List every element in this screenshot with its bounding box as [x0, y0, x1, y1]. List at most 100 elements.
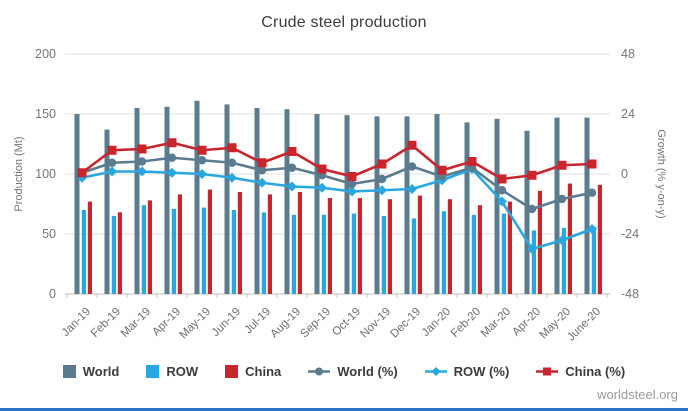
y-tick-label-left: 100 [35, 167, 56, 181]
x-tick-label: Nov-19 [358, 306, 393, 341]
bar-row-Mar-19 [141, 205, 146, 294]
legend-label: China [245, 364, 282, 379]
legend-label: ROW [166, 364, 199, 379]
x-tick-label: Dec-19 [388, 306, 423, 341]
marker-world-Apr-19 [167, 153, 177, 162]
chart-plot-area: 0 50 100 150 200 -48 -24 0 24 48 Jan-19Feb-19Mar-1… [35, 47, 639, 344]
chart-legend: World ROW China World (%) ROW (%) China … [0, 364, 688, 379]
bar-china-Jul-19 [267, 194, 272, 294]
marker-china-Feb-19 [107, 145, 117, 155]
marker-row-Apr-20 [527, 244, 537, 254]
bar-world-Apr-19 [164, 106, 170, 294]
bar-china-May-20 [567, 183, 572, 294]
marker-world-Jul-19 [257, 166, 267, 175]
bar-world-Jan-20 [434, 114, 440, 294]
bar-row-Apr-20 [531, 230, 536, 294]
bar-row-May-19 [201, 207, 206, 294]
bar-china-Sep-19 [327, 198, 332, 294]
bar-china-Nov-19 [387, 199, 392, 294]
marker-china-Sep-19 [317, 164, 327, 174]
marker-row-Dec-19 [407, 184, 417, 194]
bar-world-Jan-19 [74, 114, 80, 294]
x-tick-label: Aug-19 [268, 306, 303, 341]
legend-item-world: World [62, 364, 120, 379]
bar-row-Jan-20 [441, 211, 446, 294]
marker-world-May-19 [197, 156, 207, 165]
marker-china-June-20 [587, 159, 597, 169]
bar-china-Aug-19 [297, 192, 302, 294]
x-tick-label: May-19 [178, 306, 214, 342]
bar-world-Aug-19 [284, 109, 290, 294]
legend-swatch-china-pct-line-icon [536, 365, 559, 378]
marker-row-Jul-19 [257, 177, 267, 188]
legend-swatch-china [225, 365, 239, 378]
bar-world-Dec-19 [404, 116, 410, 295]
marker-row-Aug-19 [287, 181, 297, 192]
marker-world-Aug-19 [287, 163, 297, 172]
legend-swatch-world-pct-line-icon [308, 365, 331, 378]
bar-row-Feb-19 [111, 216, 116, 294]
marker-world-Jun-19 [227, 158, 237, 167]
marker-world-Oct-19 [347, 179, 357, 189]
marker-china-Mar-19 [137, 144, 147, 154]
bar-world-Jul-19 [254, 108, 260, 294]
bar-row-Jul-19 [261, 212, 266, 294]
legend-item-world-pct: World (%) [308, 364, 398, 379]
marker-china-Jan-20 [437, 165, 447, 175]
marker-china-Mar-20 [497, 174, 507, 184]
bar-china-Apr-19 [177, 194, 182, 294]
x-tick-label: June-20 [565, 306, 603, 344]
legend-swatch-row [146, 365, 160, 378]
x-tick-label: Jan-19 [60, 306, 93, 339]
marker-china-May-19 [197, 145, 207, 155]
marker-china-Jan-19 [77, 168, 87, 178]
bar-row-Sep-19 [321, 214, 326, 294]
marker-china-Jun-19 [227, 143, 237, 153]
y-tick-label-right: 48 [621, 47, 635, 61]
bar-row-June-20 [591, 226, 596, 294]
bar-china-Oct-19 [357, 198, 362, 294]
legend-swatch-world [62, 365, 76, 378]
y-tick-label-right: 0 [621, 167, 628, 181]
y-tick-label-right: 24 [621, 107, 635, 121]
bar-row-Mar-20 [501, 213, 506, 294]
legend-label: World [82, 364, 120, 379]
legend-item-row: ROW [146, 364, 198, 379]
y-tick-label-left: 50 [42, 227, 56, 241]
bar-china-June-20 [597, 184, 602, 294]
y-tick-label-left: 0 [49, 287, 56, 301]
bar-world-Nov-19 [374, 116, 380, 295]
y-tick-label-left: 200 [35, 47, 56, 61]
legend-item-china: China [225, 364, 281, 379]
marker-china-Nov-19 [377, 159, 387, 169]
marker-world-June-20 [587, 188, 597, 197]
legend-label: ROW (%) [453, 364, 510, 379]
left-axis-title: Production (Mt) [13, 136, 25, 212]
x-tick-label: Mar-19 [119, 306, 153, 340]
legend-label: World (%) [337, 364, 398, 379]
bar-world-Jun-19 [224, 104, 230, 295]
bar-row-Nov-19 [381, 216, 386, 294]
x-tick-label: Feb-20 [449, 306, 483, 340]
marker-row-May-19 [197, 169, 207, 179]
marker-china-Oct-19 [347, 172, 357, 181]
bar-world-Oct-19 [344, 115, 350, 294]
legend-swatch-row-pct-line-icon [424, 365, 447, 378]
bar-china-Mar-19 [147, 200, 152, 294]
marker-row-Feb-19 [107, 166, 117, 177]
bar-china-Feb-20 [477, 205, 482, 294]
marker-row-Nov-19 [377, 185, 387, 196]
y-tick-label-left: 150 [35, 107, 56, 121]
marker-china-Jul-19 [257, 158, 267, 168]
right-axis-title: Growth (% y-on-y) [655, 129, 667, 219]
legend-item-row-pct: ROW (%) [424, 364, 510, 379]
marker-world-May-20 [557, 194, 567, 204]
bar-china-Dec-19 [417, 195, 422, 294]
bar-world-Sep-19 [314, 114, 320, 294]
marker-china-Feb-20 [467, 157, 477, 166]
chart-title: Crude steel production [261, 14, 427, 31]
marker-world-Apr-20 [527, 204, 537, 214]
marker-row-Oct-19 [347, 186, 357, 197]
x-tick-label: Mar-20 [479, 306, 513, 340]
marker-china-Dec-19 [407, 140, 417, 150]
